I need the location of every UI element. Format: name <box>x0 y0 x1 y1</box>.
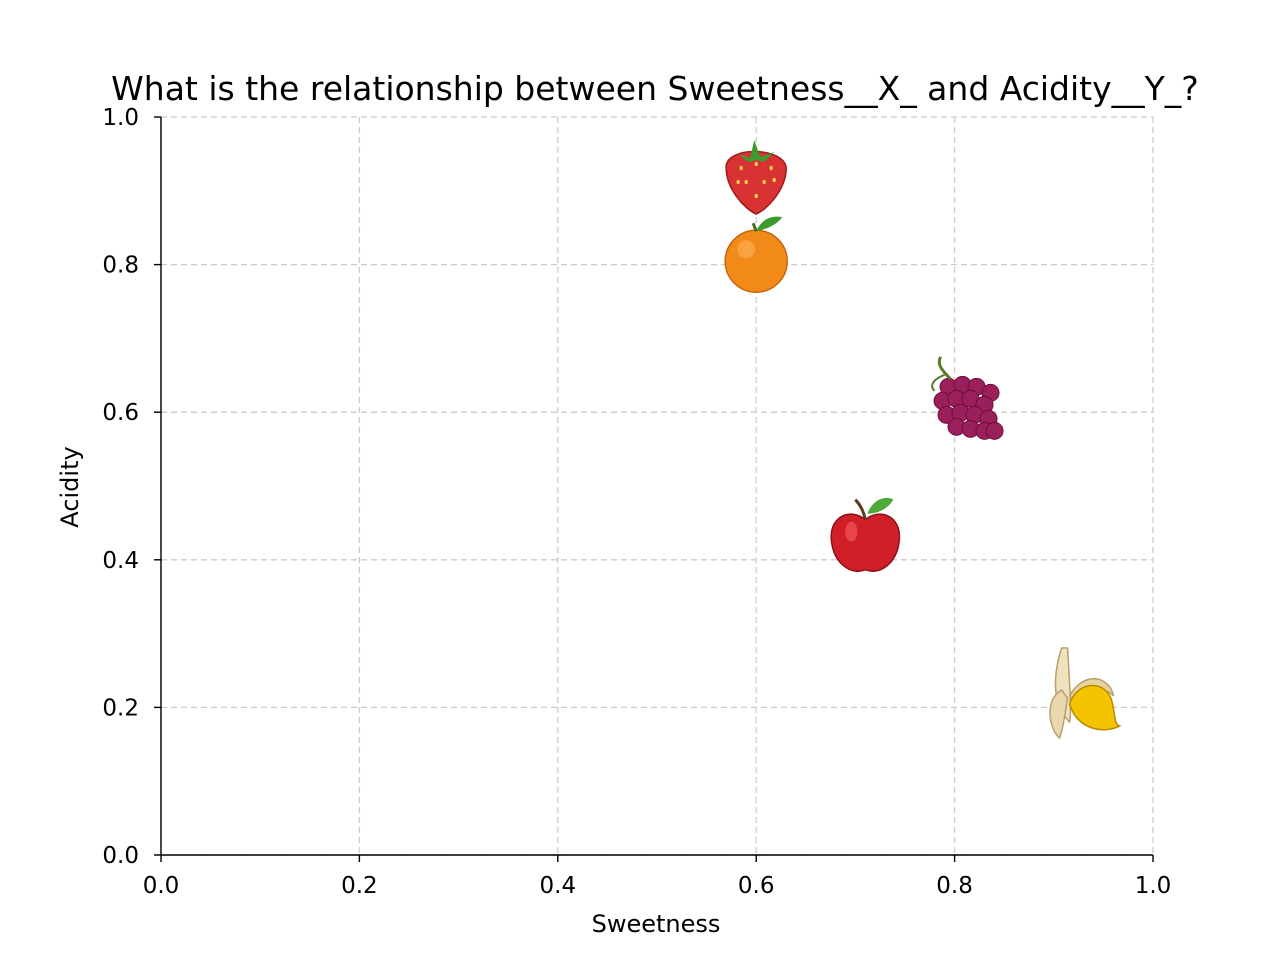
x-tick-label: 0.8 <box>936 873 973 899</box>
apple-icon <box>830 497 901 572</box>
axes <box>154 116 1154 862</box>
grid <box>160 116 1154 856</box>
x-tick-label: 0.6 <box>738 873 775 899</box>
y-axis-label: Acidity <box>56 446 84 527</box>
tick-labels: 0.0 0.2 0.4 0.6 0.8 1.0 0.0 0.2 0.4 0.6 0.8 1.0 <box>102 105 1171 899</box>
banana-icon <box>1049 647 1122 740</box>
y-tick-label: 0.0 <box>102 843 139 869</box>
data-points <box>724 140 1122 740</box>
x-tick-label: 0.2 <box>341 873 378 899</box>
y-tick-label: 0.8 <box>102 253 139 279</box>
x-axis-label: Sweetness <box>592 910 721 938</box>
x-tick-label: 0.0 <box>143 873 180 899</box>
y-tick-label: 1.0 <box>102 105 139 131</box>
y-tick-label: 0.6 <box>102 400 139 426</box>
x-tick-label: 0.4 <box>540 873 577 899</box>
y-tick-label: 0.2 <box>102 695 139 721</box>
grapes-icon <box>931 356 1004 440</box>
x-tick-label: 1.0 <box>1135 873 1172 899</box>
chart-title: What is the relationship between Sweetne… <box>111 69 1199 108</box>
strawberry-icon <box>725 140 787 215</box>
y-tick-label: 0.4 <box>102 548 139 574</box>
orange-icon <box>724 216 788 293</box>
